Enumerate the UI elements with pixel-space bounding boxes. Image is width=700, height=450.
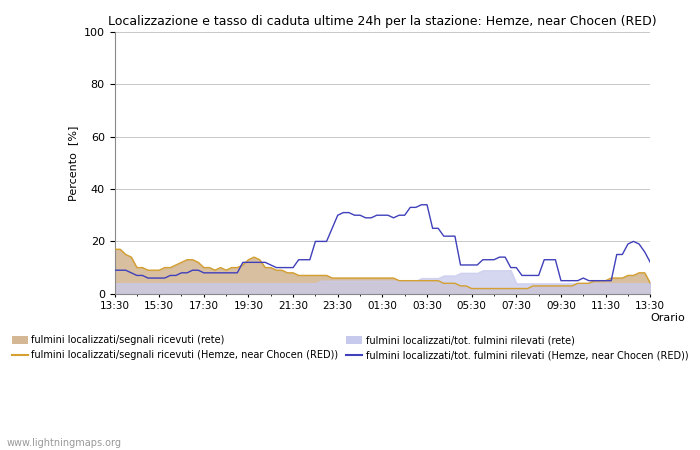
Y-axis label: Percento  [%]: Percento [%] bbox=[68, 125, 78, 201]
Title: Localizzazione e tasso di caduta ultime 24h per la stazione: Hemze, near Chocen : Localizzazione e tasso di caduta ultime … bbox=[108, 15, 657, 28]
Legend: fulmini localizzati/segnali ricevuti (rete), fulmini localizzati/segnali ricevut: fulmini localizzati/segnali ricevuti (re… bbox=[12, 335, 688, 360]
Text: www.lightningmaps.org: www.lightningmaps.org bbox=[7, 438, 122, 448]
Text: Orario: Orario bbox=[650, 313, 685, 324]
